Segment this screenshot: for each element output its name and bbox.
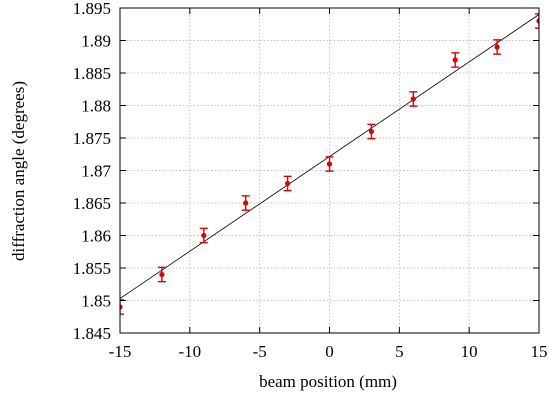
point-marker — [285, 180, 291, 187]
point-marker — [243, 200, 249, 206]
x-tick-label: 5 — [395, 342, 404, 361]
point-marker — [368, 128, 374, 135]
y-axis-label: diffraction angle (degrees) — [9, 81, 28, 261]
y-tick-label: 1.88 — [81, 97, 111, 116]
x-tick-label: 10 — [461, 342, 478, 361]
data-point — [283, 175, 292, 192]
y-tick-label: 1.845 — [73, 324, 111, 343]
data-point — [325, 156, 334, 172]
y-tick-label: 1.885 — [73, 64, 111, 83]
point-marker — [159, 271, 165, 278]
x-tick-label: -15 — [109, 342, 132, 361]
point-marker — [494, 44, 500, 50]
point-marker — [120, 304, 123, 310]
point-marker — [410, 96, 416, 102]
data-point — [409, 91, 418, 107]
data-points — [120, 13, 539, 315]
point-marker — [201, 232, 207, 239]
y-tick-label: 1.85 — [81, 292, 111, 311]
x-axis-label: beam position (mm) — [259, 372, 397, 391]
y-tick-label: 1.875 — [73, 129, 111, 148]
x-tick-label: 15 — [531, 342, 548, 361]
y-tick-label: 1.855 — [73, 259, 111, 278]
x-tick-label: 0 — [325, 342, 334, 361]
x-tick-label: -5 — [253, 342, 267, 361]
y-tick-label: 1.89 — [81, 32, 111, 51]
data-point — [493, 39, 502, 55]
data-point — [367, 123, 376, 140]
data-point — [120, 299, 124, 315]
data-point — [451, 52, 460, 68]
point-marker — [452, 57, 458, 63]
y-tick-label: 1.865 — [73, 194, 111, 213]
axis-ticks: -15 -10 -5 0 5 10 15 1.845 1.85 1.855 1.86 1.865 1.8… — [73, 0, 548, 361]
x-tick-label: -10 — [178, 342, 201, 361]
data-point — [535, 13, 539, 29]
data-point — [157, 266, 166, 283]
point-marker — [536, 18, 539, 24]
data-point — [199, 227, 208, 244]
y-tick-label: 1.86 — [81, 227, 111, 246]
point-marker — [326, 161, 333, 167]
data-point — [241, 195, 250, 211]
y-tick-label: 1.895 — [73, 0, 111, 18]
y-tick-label: 1.87 — [81, 162, 111, 181]
